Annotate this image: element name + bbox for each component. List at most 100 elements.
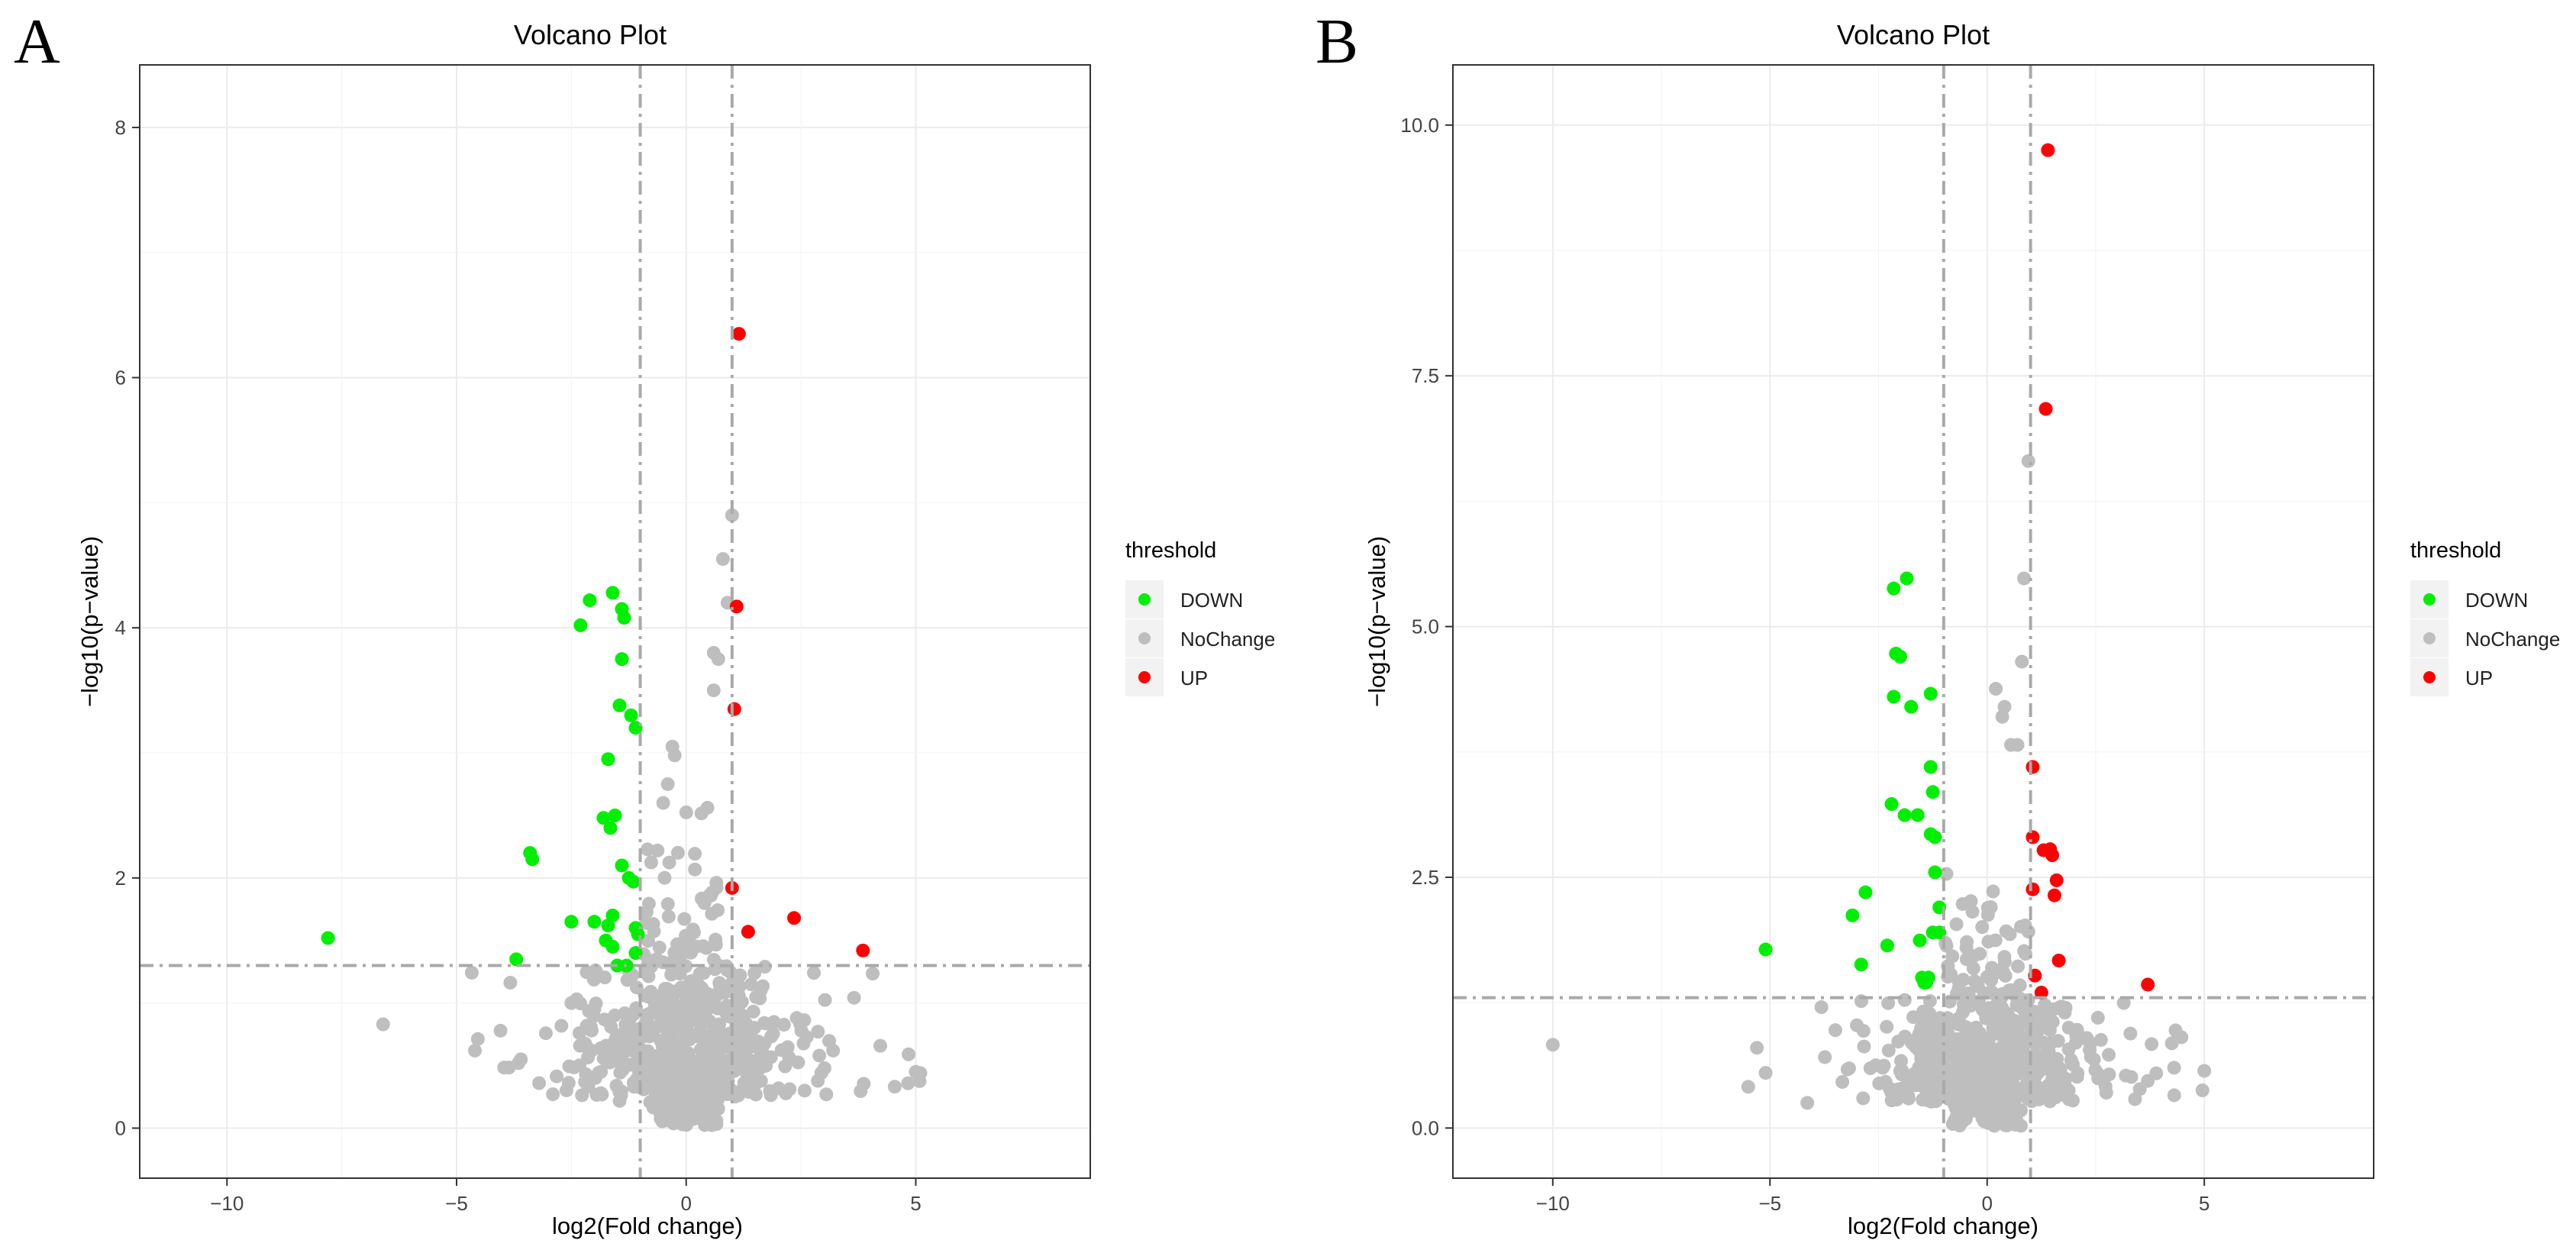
point-nochange [1958, 1091, 1972, 1106]
point-nochange [2116, 996, 2131, 1010]
point-nochange [1881, 1043, 1896, 1058]
point-nochange [661, 909, 676, 924]
point-down [1913, 933, 1927, 948]
point-nochange [2141, 1074, 2155, 1088]
point-nochange [1978, 1006, 1993, 1021]
point-nochange [1828, 1023, 1842, 1038]
point-down [321, 931, 335, 945]
point-nochange [681, 990, 696, 1005]
y-axis-label: −log10(p−value) [76, 536, 103, 707]
point-nochange [1857, 1039, 1871, 1054]
point-nochange [667, 748, 682, 763]
point-nochange [711, 1092, 725, 1106]
point-nochange [2090, 1010, 2105, 1025]
point-nochange [757, 1016, 772, 1030]
point-nochange [707, 1062, 721, 1077]
x-tick-label: −5 [1758, 1192, 1781, 1215]
point-nochange [608, 1032, 623, 1047]
point-nochange [1942, 1083, 1956, 1097]
point-nochange [2030, 1024, 2045, 1038]
point-nochange [873, 1038, 888, 1053]
point-nochange [709, 880, 724, 895]
point-down [631, 927, 645, 941]
point-nochange [1800, 1096, 1815, 1110]
panel-letter: A [14, 6, 60, 77]
point-nochange [2010, 959, 2025, 974]
point-nochange [811, 1074, 825, 1088]
point-nochange [677, 1056, 692, 1071]
point-nochange [664, 967, 679, 982]
point-up [2026, 760, 2040, 774]
plot-border [1452, 64, 2374, 1179]
point-nochange [741, 1059, 756, 1074]
point-nochange [675, 1002, 689, 1016]
point-down [615, 858, 629, 873]
point-nochange [1997, 1030, 2012, 1045]
point-nochange [662, 1113, 676, 1128]
point-down [1921, 970, 1935, 985]
point-nochange [661, 1089, 676, 1103]
point-nochange [732, 1026, 747, 1041]
point-nochange [561, 1076, 576, 1090]
point-nochange [2038, 998, 2052, 1012]
point-nochange [2096, 1071, 2110, 1085]
point-down [1923, 686, 1938, 701]
point-nochange [1991, 1051, 2006, 1066]
point-nochange [1984, 1089, 1998, 1103]
point-nochange [1956, 1031, 1971, 1045]
point-nochange [1996, 1013, 2010, 1028]
point-nochange [1999, 1042, 2013, 1057]
point-down [583, 593, 597, 608]
point-up [787, 911, 802, 925]
point-nochange [1938, 1037, 1953, 1051]
point-nochange [650, 1074, 665, 1089]
point-nochange [2119, 1068, 2133, 1083]
point-down [1926, 785, 1940, 799]
point-nochange [2021, 1065, 2035, 1080]
point-nochange [2041, 1041, 2055, 1056]
point-nochange [1835, 1074, 1850, 1089]
point-nochange [688, 847, 702, 861]
legend-swatch-up [1138, 671, 1151, 683]
point-nochange [716, 984, 731, 999]
point-nochange [546, 1087, 560, 1102]
point-nochange [581, 1050, 596, 1064]
point-nochange [612, 1054, 627, 1068]
point-nochange [887, 1080, 902, 1094]
point-nochange [704, 1116, 718, 1130]
point-nochange [2007, 1013, 2022, 1028]
point-down [608, 808, 622, 822]
plot-title: Volcano Plot [1837, 19, 1990, 50]
legend: threshold DOWN NoChange UP [1125, 538, 1275, 696]
point-nochange [826, 1043, 841, 1058]
point-nochange [666, 1100, 680, 1115]
point-nochange [2128, 1092, 2142, 1106]
legend-label: UP [2465, 667, 2493, 689]
point-nochange [697, 1075, 712, 1090]
y-tick-label: 6 [115, 367, 126, 389]
point-nochange [679, 959, 693, 974]
point-nochange [626, 1007, 641, 1022]
point-nochange [1890, 1093, 1904, 1107]
y-tick-label: 2 [115, 867, 126, 890]
point-nochange [2167, 1088, 2181, 1103]
point-nochange [512, 1056, 526, 1071]
point-nochange [1988, 933, 2003, 948]
point-nochange [1814, 1000, 1829, 1015]
plot-title: Volcano Plot [514, 19, 667, 50]
point-nochange [1967, 949, 1981, 964]
point-nochange [744, 1033, 759, 1048]
point-nochange [650, 843, 665, 857]
point-nochange [2195, 1083, 2210, 1097]
point-nochange [913, 1066, 928, 1080]
point-nochange [572, 1026, 586, 1041]
point-nochange [2065, 1093, 2080, 1108]
point-nochange [1750, 1041, 1764, 1055]
legend-swatch-nochange [2423, 632, 2436, 644]
point-nochange [2002, 983, 2016, 998]
point-nochange [658, 1057, 673, 1071]
point-nochange [1891, 1082, 1906, 1096]
point-nochange [669, 951, 683, 965]
point-nochange [686, 1009, 701, 1024]
legend-swatch-down [1138, 593, 1151, 606]
